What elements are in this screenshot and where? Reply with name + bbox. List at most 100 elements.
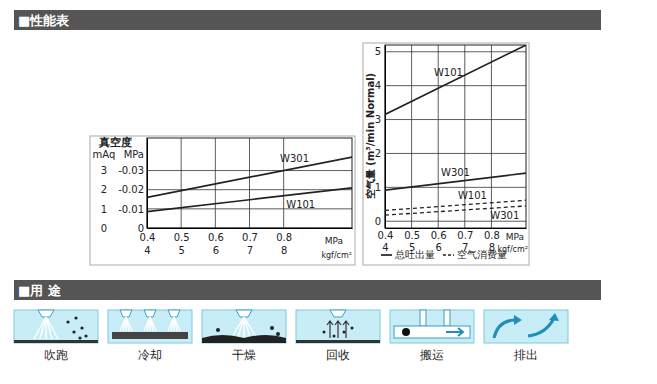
chart-border [363, 43, 529, 265]
icon-background [390, 310, 474, 343]
y2-axis-tick: -0.02 [118, 184, 147, 195]
series-labels: W301W101 [280, 153, 315, 209]
x-axis-line [386, 228, 527, 229]
icon-nozzle [38, 310, 54, 317]
y-axis-tick: 3 [375, 114, 385, 125]
icon-particle [66, 320, 69, 323]
grid-line-x [215, 138, 216, 228]
icon-arrow [494, 320, 516, 338]
y-axis-tick-label: 2 [375, 148, 381, 159]
x-axis-tick: 0.4 [378, 228, 394, 241]
icon-pipe [420, 310, 426, 326]
y-axis-tick-label: 4 [375, 80, 381, 91]
x-axis-tick-label: 0.7 [457, 230, 473, 241]
icon-particle [323, 331, 326, 334]
icon-base [112, 332, 188, 339]
x2-axis-tick-label: 7 [247, 245, 253, 256]
y-axis-tick: 2 [375, 148, 385, 159]
y-axis-tick-label: 3 [375, 114, 381, 125]
icon-spray [144, 317, 150, 331]
x2-axis-tick-label: 6 [213, 245, 219, 256]
icon-spray [120, 317, 126, 331]
icon-spray [174, 317, 180, 331]
legend: 总吐出量空气消费量 [381, 249, 507, 260]
series-label: W301 [490, 210, 519, 221]
y-axis-title: 空气量 (m³/min Normal) [365, 73, 376, 199]
grid [385, 45, 526, 228]
chart: 0.40.50.60.70.845678012345空气量 (m³/min No… [363, 43, 529, 265]
x-axis-tick: 0.5 [174, 228, 190, 243]
x-axis-tick-label: 0.6 [431, 230, 447, 241]
icon-arrowhead [514, 315, 522, 325]
x-axis-tick: 0.5 [404, 228, 420, 241]
section-title: ■用 途 [18, 283, 62, 298]
x-axis-line [148, 228, 353, 229]
x-axis-tick-label: 0.8 [484, 230, 500, 241]
icon-particle [343, 331, 346, 334]
legend-label: 总吐出量 [394, 249, 435, 260]
grid-line-y [385, 119, 526, 120]
x2-axis-line [148, 228, 353, 229]
icon-background [296, 310, 380, 343]
grid-line-x [181, 138, 182, 228]
y2-axis: 0-0.01-0.02-0.03 [118, 139, 147, 234]
icon-spray [171, 317, 174, 331]
y-axis-tick-label: 3 [101, 165, 107, 176]
y-axis-tick-label: 0 [375, 216, 381, 227]
series-label: W101 [434, 67, 463, 78]
y-axis-tick: 2 [101, 184, 147, 195]
y-axis-tick: 1 [375, 182, 385, 193]
y-axis-tick-label: 2 [101, 184, 107, 195]
x2-axis-tick-label: 5 [178, 245, 184, 256]
x-axis-tick: 0.6 [208, 228, 224, 243]
series-line [385, 200, 526, 210]
y-axis-line [385, 46, 386, 229]
icon-spray [244, 317, 256, 337]
icon-splash [270, 326, 274, 330]
series-label: W301 [441, 167, 470, 178]
grid-line-y [385, 51, 526, 52]
icon-splash [276, 332, 280, 336]
y2-axis-line [147, 139, 148, 229]
x-axis-tick: 0.8 [276, 228, 292, 243]
usage-item: 冷却 [108, 310, 192, 362]
x-axis-tick-label: 0.7 [242, 232, 258, 243]
icon-spray [34, 317, 46, 339]
plot-frame [147, 138, 352, 228]
icon-nozzle [144, 310, 156, 317]
x-axis-unit: MPa [325, 236, 343, 246]
x-axis-unit: MPa [506, 232, 524, 242]
icon-particle [402, 328, 410, 336]
y-axis-tick: 0 [101, 223, 147, 234]
icon-spray [244, 317, 250, 337]
series-labels: W101W301W101W301 [434, 67, 519, 221]
x2-axis-tick: 6 [213, 228, 219, 256]
usage-item: 搬运 [390, 310, 474, 362]
x-axis-tick: 0.6 [431, 228, 447, 241]
icon-particle [84, 334, 87, 337]
x2-axis-tick-label: 4 [144, 245, 150, 256]
x-axis: 0.40.50.60.70.8 [140, 228, 353, 243]
icon-particle [72, 330, 75, 333]
icon-particle [74, 316, 77, 319]
grid-line-x [411, 45, 412, 228]
section-title: ■性能表 [18, 13, 70, 28]
x2-axis-tick-label: 6 [436, 242, 442, 253]
icon-arrowhead [549, 313, 559, 321]
usage-label: 干燥 [232, 348, 256, 362]
icon-nozzle [236, 310, 252, 317]
series-label: W101 [458, 190, 487, 201]
y-axis: 012345 [375, 46, 386, 229]
icon-nozzle [120, 310, 132, 317]
y2-axis-tick-label: -0.03 [118, 165, 144, 176]
y2-axis-tick: -0.01 [118, 204, 147, 215]
x2-axis-tick: 4 [144, 228, 150, 256]
x2-axis-tick: 5 [178, 228, 184, 256]
icon-background [14, 310, 98, 343]
x-axis-tick: 0.8 [484, 228, 500, 241]
y-axis-tick: 3 [101, 165, 147, 176]
x-axis-tick-label: 0.6 [208, 232, 224, 243]
usage-label: 搬运 [420, 348, 444, 362]
icon-ground [202, 335, 286, 343]
x2-axis-tick-label: 8 [281, 245, 287, 256]
